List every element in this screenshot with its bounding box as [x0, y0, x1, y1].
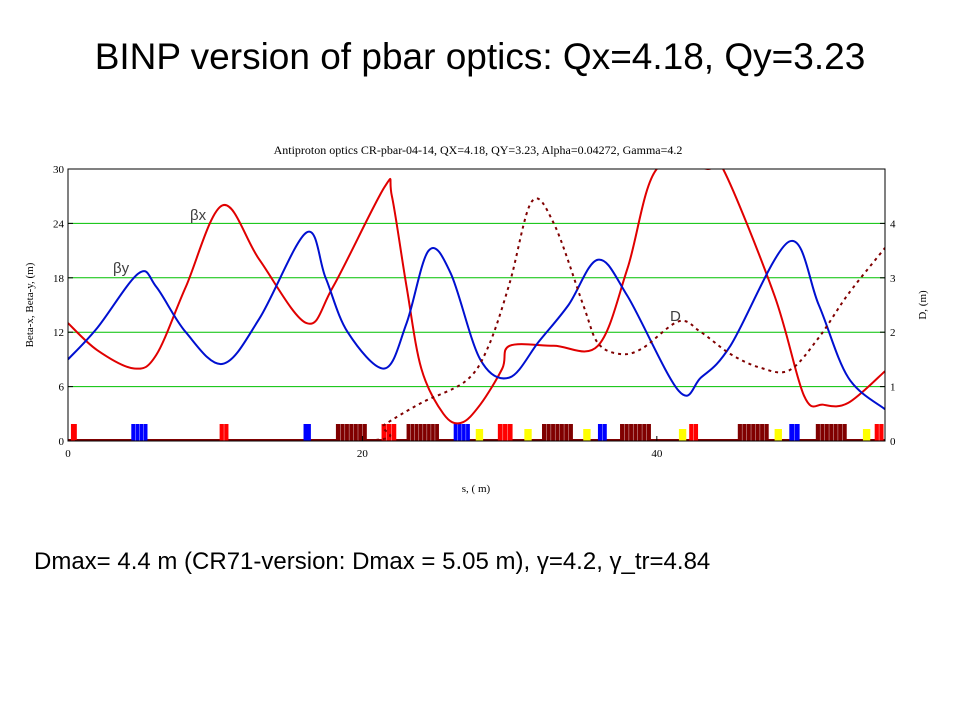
lattice-element-yellow	[524, 429, 532, 441]
series-label-dispersion: D	[670, 308, 681, 325]
y-axis-label-left: Beta-x, Beta-y, (m)	[24, 262, 36, 347]
y-right-tick-label: 0	[890, 436, 896, 448]
lattice-element-red	[381, 424, 397, 441]
y-right-tick-label: 4	[890, 218, 896, 230]
y-left-tick-label: 18	[53, 273, 65, 285]
x-tick-label: 20	[357, 448, 369, 460]
plot-frame	[67, 168, 886, 442]
lattice-element-yellow	[583, 429, 591, 441]
y-left-tick-label: 30	[53, 164, 65, 176]
lattice-element-yellow	[678, 429, 687, 441]
grid-layer	[68, 222, 885, 388]
lattice-element-red	[70, 424, 77, 441]
lattice-element-darkred	[737, 424, 769, 441]
x-axis-label: s, ( m)	[462, 483, 491, 495]
y-right-tick-label: 2	[890, 327, 896, 339]
optics-chart-svg: Antiproton optics CR-pbar-04-14, QX=4.18…	[24, 143, 929, 495]
lattice-element-darkred	[542, 424, 573, 441]
lattice-element-darkred	[815, 424, 847, 441]
y-right-tick-label: 3	[890, 273, 896, 285]
lattice-element-darkred	[620, 424, 651, 441]
y-left-tick-label: 0	[59, 436, 65, 448]
x-tick-label: 0	[65, 448, 71, 460]
y-left-tick-label: 12	[53, 327, 64, 339]
slide-title: BINP version of pbar optics: Qx=4.18, Qy…	[94, 36, 866, 77]
lattice-element-yellow	[774, 429, 782, 441]
y-left-tick-label: 24	[53, 218, 65, 230]
series-line-beta-y	[68, 230, 885, 411]
y-right-tick-label: 1	[890, 382, 896, 394]
chart-title: Antiproton optics CR-pbar-04-14, QX=4.18…	[274, 143, 683, 157]
lattice-element-darkred	[335, 424, 367, 441]
y-left-tick-label: 6	[59, 382, 65, 394]
y-axis-label-right: D, (m)	[917, 290, 929, 320]
lattice-element-red	[497, 424, 513, 441]
optics-chart: Antiproton optics CR-pbar-04-14, QX=4.18…	[0, 130, 960, 500]
footer-note: Dmax= 4.4 m (CR71-version: Dmax = 5.05 m…	[34, 548, 711, 575]
series-layer	[68, 169, 885, 441]
series-label-beta-y: βy	[113, 260, 130, 277]
lattice-element-yellow	[475, 429, 484, 441]
lattice-element-blue	[303, 424, 311, 441]
lattice-element-yellow	[862, 429, 871, 441]
series-line-beta-x	[68, 169, 885, 425]
x-tick-label: 40	[651, 448, 663, 460]
lattice-elements	[68, 424, 885, 441]
series-line-dispersion	[68, 197, 885, 441]
series-label-beta-x: βx	[190, 207, 207, 224]
series-labels: βx βy D	[113, 207, 681, 325]
